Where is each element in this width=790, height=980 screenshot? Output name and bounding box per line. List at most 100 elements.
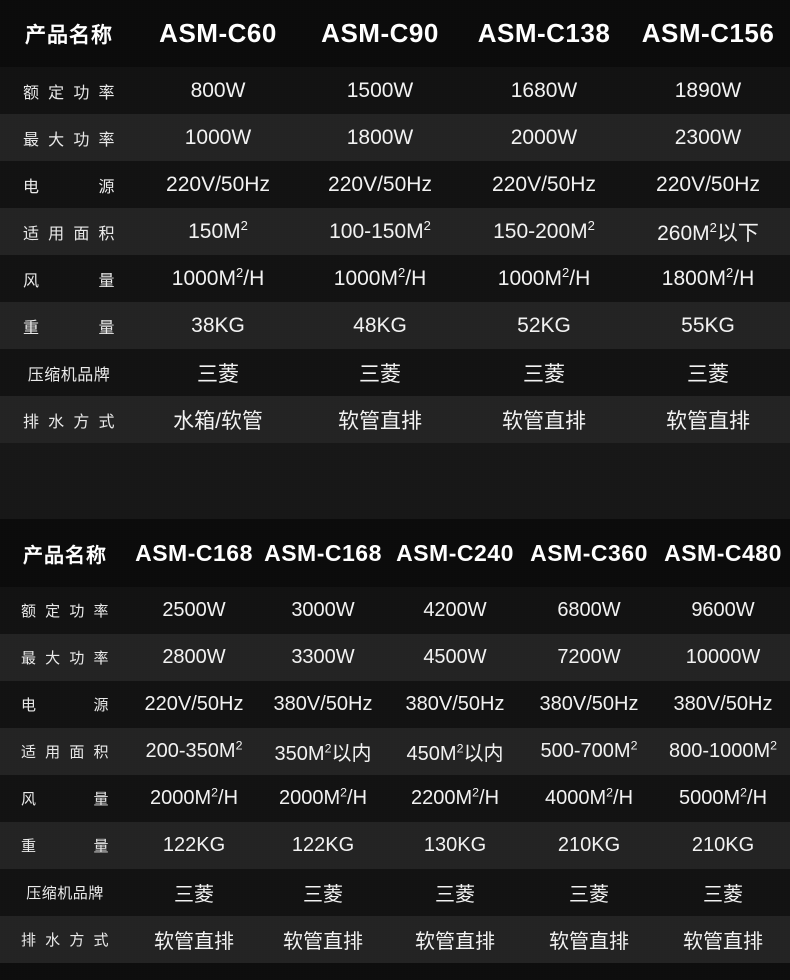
row-label-text: 额定功率 <box>23 84 115 102</box>
cell-value: 2300W <box>674 125 742 149</box>
row-label-text: 重量 <box>21 838 109 855</box>
row-label: 电源 <box>0 161 138 208</box>
cell-value: 220V/50Hz <box>166 172 270 196</box>
cell-value: 三菱 <box>569 884 609 906</box>
row-label: 排水方式 <box>0 396 138 443</box>
table-row: 最大功率 2800W 3300W 4500W 7200W 10000W <box>0 634 790 681</box>
spec-table-2: 产品名称 ASM-C168 ASM-C168 ASM-C240 ASM-C360… <box>0 519 790 963</box>
cell-value: 200-350M2 <box>145 738 243 762</box>
table-row: 重量 38KG 48KG 52KG 55KG <box>0 302 790 349</box>
cell-value: 1890W <box>674 78 742 102</box>
cell-value: 3300W <box>291 646 355 668</box>
cell-value: 55KG <box>681 313 735 337</box>
row-label: 重量 <box>0 302 138 349</box>
cell-value: 1000W <box>184 125 252 149</box>
cell-value: 三菱 <box>359 362 401 386</box>
row-label: 风量 <box>0 775 130 822</box>
cell-value: 7200W <box>557 646 621 668</box>
row-label: 适用面积 <box>0 208 138 255</box>
cell-value: 52KG <box>517 313 571 337</box>
table-2-model-header-2: ASM-C240 <box>396 539 514 566</box>
cell-value: 1680W <box>510 78 578 102</box>
cell-value: 2000M2/H <box>149 785 239 809</box>
cell-value: 三菱 <box>174 884 214 906</box>
row-label: 最大功率 <box>0 114 138 161</box>
row-label: 最大功率 <box>0 634 130 681</box>
cell-value: 1000M2/H <box>333 264 427 290</box>
cell-value: 1000M2/H <box>171 264 265 290</box>
row-label-text: 重量 <box>23 319 115 337</box>
table-row: 压缩机品牌 三菱 三菱 三菱 三菱 <box>0 349 790 396</box>
table-1-body: 额定功率 800W 1500W 1680W 1890W 最大功率 1000W 1800W 200… <box>0 67 790 443</box>
cell-value: 220V/50Hz <box>656 172 760 196</box>
row-label: 重量 <box>0 822 130 869</box>
cell-value: 2000M2/H <box>278 785 368 809</box>
cell-value: 软管直排 <box>666 409 750 433</box>
cell-value: 软管直排 <box>283 931 363 953</box>
cell-value: 260M2以下 <box>657 219 759 245</box>
row-label-text: 最大功率 <box>23 131 115 149</box>
cell-value: 210KG <box>691 834 755 856</box>
table-2-model-header-3: ASM-C360 <box>530 539 648 566</box>
table-2-model-header-0: ASM-C168 <box>135 539 253 566</box>
cell-value: 三菱 <box>523 362 565 386</box>
cell-value: 380V/50Hz <box>405 693 505 715</box>
row-label: 额定功率 <box>0 67 138 114</box>
table-1-header-row: 产品名称 ASM-C60 ASM-C90 ASM-C138 ASM-C156 <box>0 0 790 67</box>
cell-value: 三菱 <box>303 884 343 906</box>
cell-value: 1500W <box>346 78 414 102</box>
cell-value: 6800W <box>557 599 621 621</box>
cell-value: 800-1000M2 <box>668 738 778 762</box>
table-row: 压缩机品牌 三菱 三菱 三菱 三菱 三菱 <box>0 869 790 916</box>
cell-value: 4200W <box>423 599 487 621</box>
table-row: 额定功率 800W 1500W 1680W 1890W <box>0 67 790 114</box>
table-row: 适用面积 150M2 100-150M2 150-200M2 260M2以下 <box>0 208 790 255</box>
cell-value: 1800M2/H <box>661 264 755 290</box>
row-label-text: 风量 <box>21 791 109 808</box>
cell-value: 350M2以内 <box>274 741 372 765</box>
table-2-body: 额定功率 2500W 3000W 4200W 6800W 9600W 最大功率 2800W 33… <box>0 587 790 963</box>
row-label-text: 电源 <box>21 697 109 714</box>
cell-value: 380V/50Hz <box>673 693 773 715</box>
table-1-model-header-3: ASM-C156 <box>641 18 775 48</box>
table-row: 重量 122KG 122KG 130KG 210KG 210KG <box>0 822 790 869</box>
table-row: 电源 220V/50Hz 220V/50Hz 220V/50Hz 220V/50Hz <box>0 161 790 208</box>
row-label: 风量 <box>0 255 138 302</box>
row-label: 排水方式 <box>0 916 130 963</box>
table-2-model-header-1: ASM-C168 <box>264 539 382 566</box>
row-label-text: 最大功率 <box>21 650 109 667</box>
row-label: 电源 <box>0 681 130 728</box>
cell-value: 9600W <box>691 599 755 621</box>
table-row: 适用面积 200-350M2 350M2以内 450M2以内 500-700M2 800-… <box>0 728 790 775</box>
cell-value: 三菱 <box>687 362 729 386</box>
cell-value: 380V/50Hz <box>539 693 639 715</box>
cell-value: 500-700M2 <box>540 738 638 762</box>
cell-value: 220V/50Hz <box>492 172 596 196</box>
cell-value: 48KG <box>353 313 407 337</box>
cell-value: 2000W <box>510 125 578 149</box>
table-1-model-header-0: ASM-C60 <box>159 18 277 48</box>
cell-value: 软管直排 <box>683 931 763 953</box>
table-row: 电源 220V/50Hz 380V/50Hz 380V/50Hz 380V/50Hz 38… <box>0 681 790 728</box>
spec-table-1: 产品名称 ASM-C60 ASM-C90 ASM-C138 ASM-C156 额… <box>0 0 790 443</box>
table-1-model-header-1: ASM-C90 <box>321 18 439 48</box>
table-2-model-header-4: ASM-C480 <box>664 539 782 566</box>
cell-value: 800W <box>190 78 246 102</box>
cell-value: 软管直排 <box>154 931 234 953</box>
table-row: 额定功率 2500W 3000W 4200W 6800W 9600W <box>0 587 790 634</box>
row-label: 适用面积 <box>0 728 130 775</box>
cell-value: 122KG <box>162 834 226 856</box>
cell-value: 4000M2/H <box>544 785 634 809</box>
table-row: 风量 2000M2/H 2000M2/H 2200M2/H 4000M2/H 5000M2… <box>0 775 790 822</box>
row-label: 压缩机品牌 <box>27 366 111 384</box>
cell-value: 1000M2/H <box>497 264 591 290</box>
cell-value: 软管直排 <box>338 409 422 433</box>
cell-value: 2200M2/H <box>410 785 500 809</box>
row-label-text: 适用面积 <box>21 744 109 761</box>
table-1-model-header-2: ASM-C138 <box>477 18 611 48</box>
table-1-header-label: 产品名称 <box>25 23 113 47</box>
table-row: 风量 1000M2/H 1000M2/H 1000M2/H 1800M2/H <box>0 255 790 302</box>
row-label-text: 适用面积 <box>23 225 115 243</box>
table-2-header-row: 产品名称 ASM-C168 ASM-C168 ASM-C240 ASM-C360… <box>0 519 790 587</box>
